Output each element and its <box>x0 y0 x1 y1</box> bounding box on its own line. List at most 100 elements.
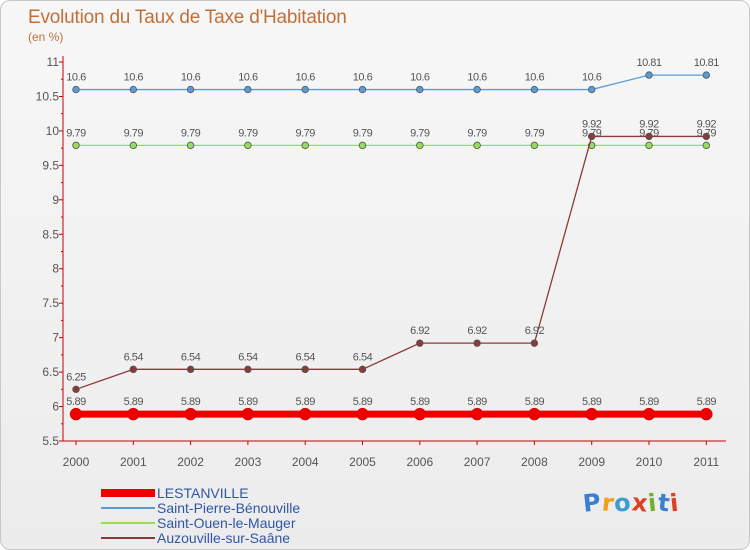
data-point <box>702 132 710 141</box>
y-tick-label: 9 <box>52 193 59 207</box>
data-label: 10.6 <box>353 72 373 84</box>
legend-item: Saint-Pierre-Bénouville <box>101 499 301 516</box>
data-label: 9.79 <box>124 127 144 139</box>
y-tick-label: 8 <box>52 262 59 276</box>
data-point <box>358 85 367 94</box>
data-label: 10.6 <box>410 72 430 84</box>
data-label: 9.79 <box>639 127 659 139</box>
data-label: 9.79 <box>66 127 86 139</box>
data-label: 6.92 <box>525 325 545 337</box>
data-point <box>530 141 539 150</box>
data-point <box>473 141 481 150</box>
data-label: 10.81 <box>694 57 719 69</box>
data-point <box>69 407 83 421</box>
data-label: 10.6 <box>124 72 144 84</box>
data-label: 6.25 <box>66 371 86 383</box>
data-label: 9.79 <box>525 127 545 139</box>
data-label: 10.6 <box>582 72 602 84</box>
data-point <box>301 365 309 374</box>
x-tick-label: 2003 <box>235 455 262 469</box>
data-point <box>301 85 309 94</box>
data-point <box>470 407 484 421</box>
data-point <box>184 407 197 421</box>
x-tick-label: 2011 <box>693 455 719 469</box>
data-label: 9.79 <box>697 127 717 139</box>
data-point <box>186 141 195 150</box>
y-tick-label: 5.5 <box>42 434 59 448</box>
data-point <box>186 365 195 374</box>
data-point <box>473 85 481 94</box>
y-tick-label: 11 <box>47 55 60 69</box>
data-point <box>244 85 252 94</box>
data-point <box>413 407 427 421</box>
data-label: 5.89 <box>66 396 86 408</box>
data-point <box>416 85 424 94</box>
y-tick-label: 7.5 <box>42 296 59 310</box>
data-label: 10.6 <box>181 72 201 84</box>
data-label: 9.79 <box>181 127 201 139</box>
chart-legend: LESTANVILLE Saint-Pierre-Bénouville Saint-… <box>101 484 301 546</box>
data-point <box>298 407 312 421</box>
data-point <box>186 85 195 94</box>
x-tick-label: 2005 <box>349 455 376 469</box>
legend-label: Saint-Ouen-le-Mauger <box>157 514 296 531</box>
data-label: 5.89 <box>525 396 545 408</box>
data-label: 9.79 <box>410 127 430 139</box>
data-label: 5.89 <box>467 396 487 408</box>
data-label: 9.92 <box>697 118 717 130</box>
data-label: 9.79 <box>582 127 602 139</box>
data-point <box>72 385 80 394</box>
legend-swatch <box>101 506 155 509</box>
data-label: 9.92 <box>582 118 602 130</box>
x-tick-label: 2002 <box>177 455 204 469</box>
data-label: 5.89 <box>697 396 717 408</box>
data-point <box>528 407 541 421</box>
data-point <box>702 71 710 79</box>
legend-label: Saint-Pierre-Bénouville <box>157 499 301 516</box>
data-label: 10.6 <box>238 72 258 84</box>
data-label: 9.79 <box>238 127 258 139</box>
data-point <box>129 141 137 150</box>
chart-title: Evolution du Taux de Taxe d'Habitation <box>28 7 347 28</box>
data-point <box>585 407 598 421</box>
legend-item: Saint-Ouen-le-Mauger <box>101 514 300 531</box>
data-point <box>244 141 252 150</box>
data-label: 5.89 <box>353 396 373 408</box>
x-tick-label: 2000 <box>63 455 90 469</box>
x-tick-label: 2009 <box>578 455 605 469</box>
series-line-3 <box>75 135 707 390</box>
legend-item: Auzouville-sur-Saâne <box>101 529 300 546</box>
data-label: 5.89 <box>639 396 659 408</box>
y-tick-label: 9.5 <box>42 158 59 172</box>
x-tick-label: 2007 <box>464 455 491 469</box>
data-label: 5.89 <box>582 396 602 408</box>
legend-label: LESTANVILLE <box>157 484 249 501</box>
data-point <box>588 132 596 141</box>
data-label: 5.89 <box>410 396 430 408</box>
data-label: 5.89 <box>124 396 144 408</box>
y-tick-label: 10 <box>46 124 60 138</box>
data-label: 10.6 <box>295 72 315 84</box>
data-point <box>244 365 252 374</box>
data-label: 9.79 <box>467 127 487 139</box>
legend-label: Auzouville-sur-Saâne <box>157 529 291 546</box>
legend-swatch <box>101 488 155 497</box>
series-line-1 <box>76 74 707 91</box>
y-tick-label: 10.5 <box>36 89 60 103</box>
data-point <box>588 85 596 94</box>
data-label: 5.89 <box>181 396 201 408</box>
data-point <box>72 141 80 150</box>
data-label: 6.54 <box>181 351 201 363</box>
y-tick-label: 7 <box>52 331 59 345</box>
data-label: 10.6 <box>66 72 86 84</box>
data-label: 10.6 <box>467 72 487 84</box>
x-tick-label: 2006 <box>406 455 433 469</box>
data-point <box>642 407 656 421</box>
data-point <box>473 339 481 347</box>
legend-swatch <box>101 521 155 524</box>
x-tick-label: 2001 <box>120 455 147 469</box>
x-tick-label: 2004 <box>292 455 319 469</box>
data-point <box>645 71 653 79</box>
